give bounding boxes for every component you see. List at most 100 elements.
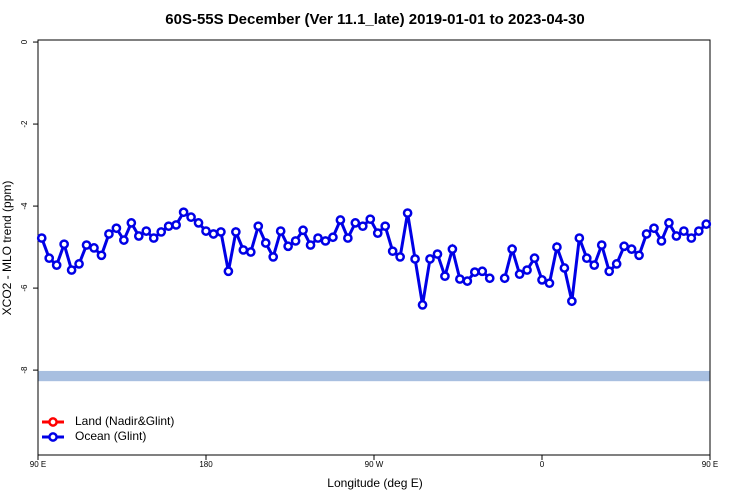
data-point — [574, 233, 585, 243]
data-point — [537, 275, 547, 285]
data-point — [701, 219, 712, 229]
data-point — [141, 226, 152, 236]
data-point — [81, 240, 92, 250]
y-tick-label: -8 — [20, 366, 29, 374]
data-point — [455, 274, 465, 284]
data-point — [96, 250, 107, 261]
data-point — [634, 250, 644, 261]
data-point — [305, 240, 316, 250]
data-point — [231, 227, 241, 237]
data-point — [126, 218, 137, 228]
data-point — [477, 266, 488, 277]
y-axis-label: XCO2 - MLO trend (ppm) — [0, 181, 14, 316]
data-point — [148, 233, 159, 243]
data-point — [133, 231, 144, 241]
data-point — [216, 227, 226, 237]
data-point — [44, 253, 55, 264]
data-point — [283, 241, 293, 252]
data-point — [522, 265, 532, 275]
data-point — [328, 232, 338, 243]
data-point — [567, 296, 577, 307]
x-axis-label: Longitude (deg E) — [327, 476, 422, 490]
data-point — [51, 260, 62, 270]
data-point — [343, 233, 353, 243]
data-point — [619, 241, 629, 252]
data-point — [380, 221, 391, 232]
data-point — [626, 244, 637, 254]
data-point — [611, 259, 622, 269]
data-point — [529, 253, 540, 264]
data-point — [74, 259, 84, 269]
data-point — [552, 242, 562, 252]
data-point — [111, 223, 122, 234]
data-point — [686, 233, 697, 243]
data-point — [208, 229, 219, 239]
series-line — [40, 210, 491, 306]
data-point — [402, 208, 413, 218]
data-point — [260, 238, 271, 248]
data-point — [238, 245, 249, 255]
data-point — [365, 214, 376, 225]
data-point — [350, 218, 361, 228]
data-point — [201, 226, 211, 236]
data-point — [425, 254, 435, 264]
data-point — [156, 227, 167, 237]
data-point — [589, 260, 600, 270]
data-point — [395, 252, 405, 262]
data-point — [656, 236, 667, 246]
x-tick-label: 0 — [540, 460, 545, 469]
x-tick-label: 90 E — [30, 460, 46, 469]
y-tick-label: -4 — [20, 202, 29, 210]
legend-marker — [48, 432, 58, 442]
data-point — [119, 235, 129, 245]
data-point — [163, 221, 174, 232]
data-point — [596, 240, 607, 250]
data-point — [649, 223, 659, 234]
data-point — [447, 244, 458, 254]
data-point — [245, 247, 256, 257]
data-point — [469, 267, 480, 277]
legend-label: Ocean (Glint) — [75, 429, 146, 443]
data-point — [664, 218, 674, 228]
data-point — [581, 253, 592, 264]
data-point — [320, 236, 331, 246]
data-point — [290, 236, 301, 246]
data-point — [357, 221, 368, 232]
data-point — [679, 226, 689, 236]
y-tick-label: -2 — [20, 120, 29, 128]
data-point — [66, 265, 77, 275]
data-point — [275, 226, 286, 236]
data-point — [432, 249, 443, 259]
data-point — [514, 269, 525, 280]
data-point — [171, 220, 181, 230]
data-point — [440, 271, 450, 282]
data-point — [186, 212, 196, 223]
chart-title: 60S-55S December (Ver 11.1_late) 2019-01… — [165, 11, 584, 28]
x-tick-label: 180 — [199, 460, 213, 469]
data-point — [253, 221, 264, 232]
data-point — [178, 207, 189, 218]
series-line — [503, 219, 708, 302]
data-point — [484, 273, 495, 284]
data-point — [104, 229, 114, 239]
data-point — [298, 225, 308, 236]
band — [38, 370, 710, 382]
data-point — [223, 266, 234, 277]
data-point — [387, 246, 398, 257]
data-point — [417, 300, 428, 310]
data-point — [671, 231, 682, 241]
y-tick-label: 0 — [20, 39, 29, 44]
data-point — [641, 229, 652, 239]
data-point — [559, 263, 570, 273]
plot-frame — [37, 39, 711, 456]
data-point — [604, 266, 615, 277]
data-point — [268, 252, 279, 262]
legend-label: Land (Nadir&Glint) — [75, 414, 174, 428]
data-point — [36, 233, 47, 243]
data-point — [462, 276, 473, 286]
data-point — [59, 239, 69, 250]
data-point — [335, 215, 346, 225]
x-tick-label: 90 W — [365, 460, 384, 469]
data-point — [544, 278, 555, 289]
